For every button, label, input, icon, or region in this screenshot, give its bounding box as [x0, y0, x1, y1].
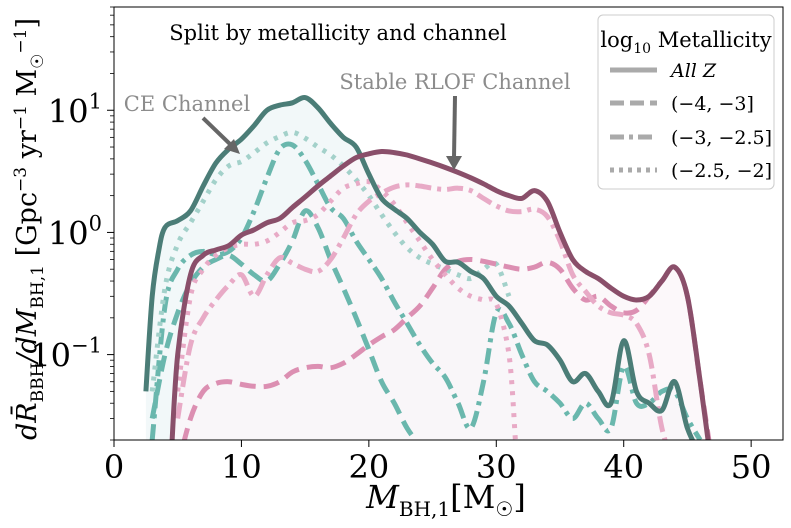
x-tick-label: 50 — [731, 448, 772, 486]
y-tick-label: 101 — [48, 89, 102, 130]
legend-label-dashed: (−4, −3] — [671, 93, 754, 115]
plot-frame — [113, 6, 784, 441]
series-line-rlof-dashed — [181, 257, 712, 440]
x-axis: 0 10 20 30 40 50 — [104, 440, 772, 486]
annotation-ce-channel: CE Channel — [124, 92, 251, 116]
legend-label-dashdot: (−3, −2.5] — [671, 127, 772, 149]
series-line-ce-dotted — [149, 129, 512, 392]
series-line-ce-dashdot — [149, 141, 703, 440]
series-line-rlof-dashdot — [175, 182, 668, 440]
y-tick-label: 100 — [48, 211, 102, 252]
legend-label-dotted: (−2.5, −2] — [671, 160, 772, 182]
x-tick-label: 0 — [104, 448, 124, 486]
x-tick-label: 30 — [476, 448, 517, 486]
x-tick-label: 10 — [221, 448, 262, 486]
x-tick-label: 20 — [348, 448, 389, 486]
y-tick-label: 10−1 — [30, 334, 102, 375]
arrow-rlof-icon — [446, 95, 462, 170]
area-fill-rlof — [171, 151, 713, 440]
arrow-ce-icon — [201, 116, 240, 154]
series-line-rlof-solid — [169, 148, 711, 440]
chart-title: Split by metallicity and channel — [169, 21, 507, 45]
annotation-stable-rlof-channel: Stable RLOF Channel — [339, 70, 570, 94]
y-axis: 101 100 10−1 — [30, 6, 114, 441]
series-line-ce-dashed — [149, 208, 419, 440]
x-axis-label: MBH,1[M☉] — [365, 478, 526, 521]
y-axis-label: dR̄BBH/dMBH,1 [Gpc−3 yr−1 M☉−1] — [9, 18, 48, 440]
legend-label-all-z: All Z — [669, 60, 717, 82]
legend-title: log10 Metallicity — [600, 28, 771, 57]
legend: log10 Metallicity All Z (−4, −3] (−3, −2… — [597, 14, 775, 190]
series-line-ce-solid — [143, 95, 696, 440]
x-tick-label: 40 — [603, 448, 644, 486]
